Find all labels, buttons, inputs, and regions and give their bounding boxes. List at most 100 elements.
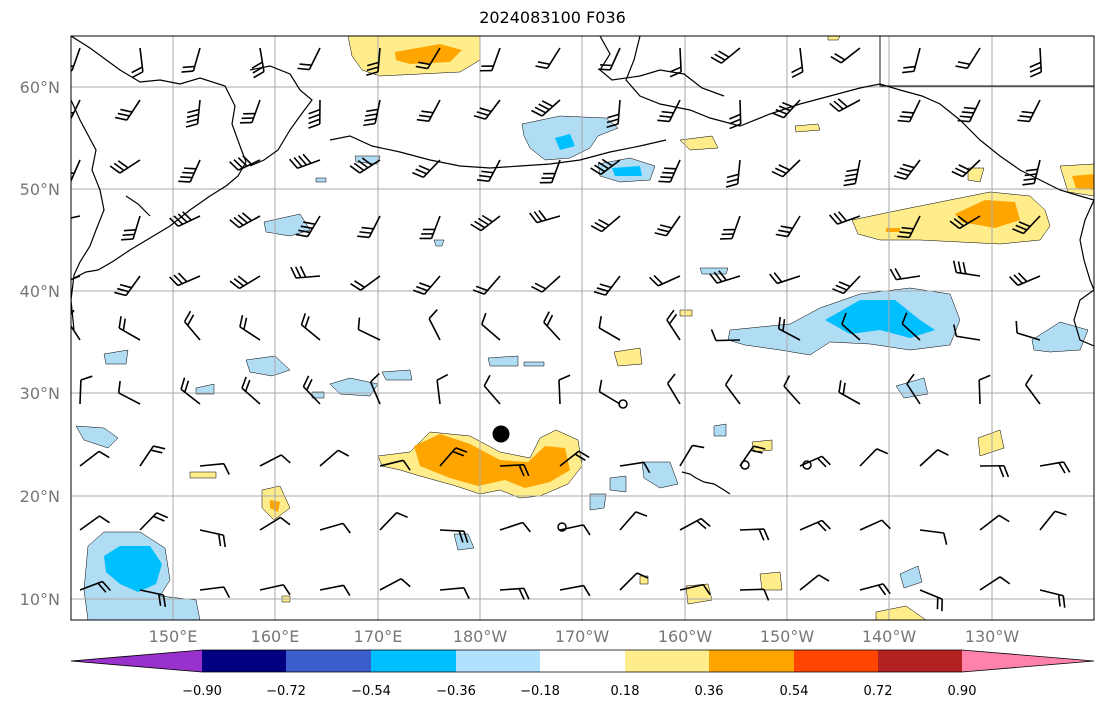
wind-barb-feather xyxy=(412,289,425,296)
wind-barb-feather xyxy=(661,110,674,114)
lat-label: 30°N xyxy=(20,384,60,403)
wind-barb-feather xyxy=(962,261,967,275)
wind-barb-feather xyxy=(458,530,464,543)
wind-barb-feather xyxy=(463,587,470,599)
wind-barb-staff xyxy=(1016,332,1041,341)
wind-barb-staff xyxy=(919,529,944,534)
wind-barb-feather xyxy=(558,374,571,381)
wind-barb-feather xyxy=(710,56,722,64)
wind-barb-feather xyxy=(829,102,840,112)
wind-barb-feather xyxy=(774,167,787,175)
wind-barb-feather xyxy=(252,66,264,74)
wind-barb-feather xyxy=(636,572,649,579)
wind-barb-feather xyxy=(899,231,912,234)
wind-barb-feather xyxy=(903,65,916,69)
wind-barb-feather xyxy=(518,588,525,600)
wind-barb-feather xyxy=(590,225,603,233)
wind-barb-feather xyxy=(753,445,766,450)
colorbar-bin xyxy=(456,650,540,672)
wind-barb-feather xyxy=(97,582,107,593)
wind-barb-feather xyxy=(349,165,361,174)
wind-barb-feather xyxy=(1029,71,1042,78)
wind-barb-feather xyxy=(304,316,310,329)
wind-barb-staff xyxy=(71,215,81,219)
wind-barb-feather xyxy=(361,226,374,230)
wind-barb-feather xyxy=(837,98,848,108)
wind-barb-staff xyxy=(901,323,921,341)
wind-barb-feather xyxy=(834,52,846,61)
negative-field xyxy=(315,177,327,183)
wind-barb-feather xyxy=(357,235,370,239)
wind-barb-feather xyxy=(829,214,839,225)
wind-barb-feather xyxy=(153,515,165,522)
wind-barb-feather xyxy=(241,212,253,222)
wind-barb-feather xyxy=(483,374,491,387)
strong-positive-field xyxy=(1072,174,1094,190)
lon-label: 150°W xyxy=(760,627,815,646)
negative-field xyxy=(609,475,627,493)
wind-barb-staff xyxy=(379,459,404,467)
wind-barb-feather xyxy=(122,318,127,331)
wind-barb-staff xyxy=(358,328,381,341)
wind-barb-staff xyxy=(428,318,441,341)
wind-barb-feather xyxy=(452,450,465,457)
colorbar-bin xyxy=(202,650,286,672)
wind-barb-staff xyxy=(79,450,100,467)
wind-barb-feather xyxy=(217,533,222,547)
wind-barb-feather xyxy=(117,112,130,117)
wind-barb-feather xyxy=(668,313,678,325)
wind-barb-feather xyxy=(896,171,909,177)
wind-barb-feather xyxy=(342,522,351,534)
wind-barb-feather xyxy=(523,588,530,600)
colorbar-label: 0.18 xyxy=(611,684,640,699)
wind-barb-feather xyxy=(302,153,312,164)
map-frame xyxy=(70,35,1095,621)
wind-barb-staff xyxy=(679,583,704,591)
wind-barb-feather xyxy=(999,576,1011,585)
wind-barb-feather xyxy=(120,108,133,113)
wind-barb-feather xyxy=(821,455,831,466)
colorbar-label: 0.72 xyxy=(864,684,893,699)
wind-barb-feather xyxy=(782,319,786,332)
colorbar-label: −0.54 xyxy=(351,684,391,699)
colorbar-bin xyxy=(540,650,625,672)
wind-barb-staff xyxy=(79,515,100,531)
colorbar-label: 0.54 xyxy=(780,684,809,699)
wind-barb-feather xyxy=(653,274,664,285)
wind-barb-feather xyxy=(306,378,313,391)
wind-barb-feather xyxy=(763,528,770,541)
wind-barb-feather xyxy=(957,261,962,274)
wind-barb-feather xyxy=(363,122,376,127)
wind-barb-feather xyxy=(101,580,111,592)
wind-barb-feather xyxy=(1029,66,1042,73)
wind-barb-feather xyxy=(953,217,965,227)
wind-barb-feather xyxy=(546,314,554,327)
wind-barb-feather xyxy=(118,316,122,329)
wind-barb-feather xyxy=(300,313,307,326)
wind-barb-staff xyxy=(319,584,344,591)
border-line xyxy=(879,36,1094,87)
wind-barb-staff xyxy=(259,516,281,531)
wind-barb-feather xyxy=(241,376,247,389)
wind-barb-feather xyxy=(180,377,186,390)
wind-barb-feather xyxy=(354,280,365,289)
wind-barb-feather xyxy=(835,284,848,291)
wind-barb-feather xyxy=(1003,465,1010,478)
wind-barb-feather xyxy=(518,464,525,477)
strong-negative-field xyxy=(612,166,642,176)
wind-barb-feather xyxy=(901,111,914,114)
wind-barb-staff xyxy=(598,327,621,341)
wind-barb-staff xyxy=(619,572,638,591)
wind-barb-feather xyxy=(842,382,846,395)
colorbar-label: −0.90 xyxy=(182,684,222,699)
wind-barb-staff xyxy=(979,514,1000,531)
calm-markers xyxy=(557,399,812,532)
wind-barb-feather xyxy=(1013,274,1023,285)
wind-barb-feather xyxy=(473,114,486,120)
lon-label: 160°W xyxy=(658,627,713,646)
wind-barb-staff xyxy=(558,379,561,405)
wind-barb-feather xyxy=(729,123,742,130)
wind-barb-feather xyxy=(606,123,619,129)
wind-barb-feather xyxy=(534,282,547,290)
wind-barb-feather xyxy=(773,272,783,283)
